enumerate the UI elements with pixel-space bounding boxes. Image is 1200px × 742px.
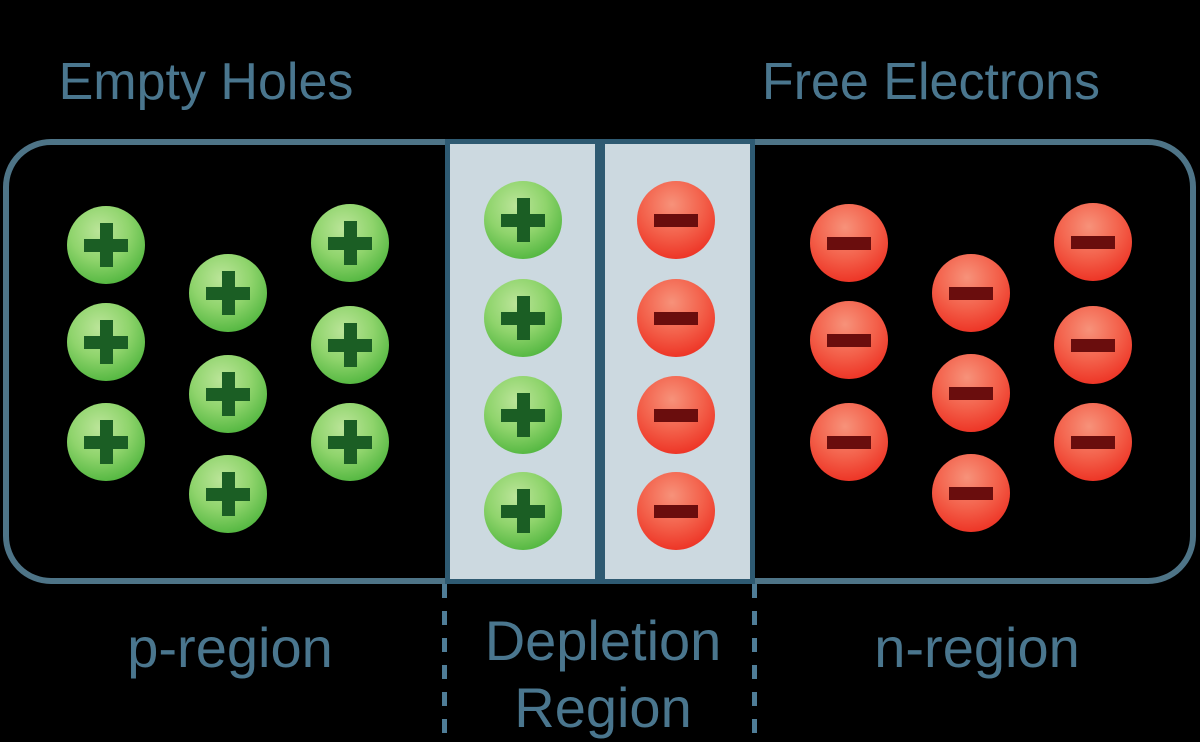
- plus-icon: [328, 221, 372, 265]
- symbol-bar: [99, 320, 113, 364]
- hole-particle: [67, 403, 145, 481]
- symbol-bar: [949, 486, 993, 500]
- electron-particle: [932, 354, 1010, 432]
- symbol-bar: [827, 236, 871, 250]
- plus-icon: [328, 323, 372, 367]
- plus-icon: [328, 420, 372, 464]
- hole-particle: [311, 204, 389, 282]
- symbol-bar: [99, 223, 113, 267]
- minus-icon: [827, 318, 871, 362]
- symbol-bar: [654, 311, 698, 325]
- label-empty-holes: Empty Holes: [58, 53, 354, 111]
- electron-particle: [810, 301, 888, 379]
- symbol-bar: [827, 435, 871, 449]
- symbol-bar: [1071, 435, 1115, 449]
- minus-icon: [949, 471, 993, 515]
- electron-particle: [637, 181, 715, 259]
- symbol-bar: [654, 213, 698, 227]
- hole-particle: [67, 303, 145, 381]
- plus-icon: [206, 472, 250, 516]
- minus-icon: [654, 489, 698, 533]
- electron-particle: [932, 254, 1010, 332]
- depletion-boundary-left-dashed-line: [442, 584, 447, 738]
- symbol-bar: [1071, 235, 1115, 249]
- symbol-bar: [516, 489, 530, 533]
- hole-particle: [311, 403, 389, 481]
- hole-particle: [484, 472, 562, 550]
- symbol-bar: [516, 296, 530, 340]
- electron-particle: [810, 403, 888, 481]
- symbol-bar: [343, 221, 357, 265]
- minus-icon: [949, 271, 993, 315]
- symbol-bar: [654, 408, 698, 422]
- hole-particle: [67, 206, 145, 284]
- symbol-bar: [827, 333, 871, 347]
- minus-icon: [1071, 420, 1115, 464]
- depletion-boundary-right-dashed-line: [752, 584, 757, 738]
- symbol-bar: [516, 393, 530, 437]
- hole-particle: [311, 306, 389, 384]
- minus-icon: [827, 221, 871, 265]
- electron-particle: [932, 454, 1010, 532]
- minus-icon: [654, 198, 698, 242]
- plus-icon: [84, 320, 128, 364]
- symbol-bar: [516, 198, 530, 242]
- symbol-bar: [221, 372, 235, 416]
- minus-icon: [1071, 220, 1115, 264]
- hole-particle: [484, 279, 562, 357]
- plus-icon: [501, 489, 545, 533]
- electron-particle: [1054, 403, 1132, 481]
- plus-icon: [84, 223, 128, 267]
- minus-icon: [654, 393, 698, 437]
- label-depletion-line1: Depletion: [484, 609, 722, 672]
- plus-icon: [501, 296, 545, 340]
- hole-particle: [189, 254, 267, 332]
- symbol-bar: [949, 386, 993, 400]
- symbol-bar: [99, 420, 113, 464]
- electron-particle: [1054, 203, 1132, 281]
- plus-icon: [501, 198, 545, 242]
- label-free-electrons: Free Electrons: [761, 53, 1101, 111]
- symbol-bar: [221, 271, 235, 315]
- minus-icon: [654, 296, 698, 340]
- hole-particle: [484, 181, 562, 259]
- symbol-bar: [1071, 338, 1115, 352]
- electron-particle: [637, 472, 715, 550]
- electron-particle: [810, 204, 888, 282]
- label-depletion-region: Depletion Region: [485, 607, 722, 741]
- label-depletion-line2: Region: [514, 676, 692, 739]
- minus-icon: [949, 371, 993, 415]
- symbol-bar: [343, 420, 357, 464]
- minus-icon: [827, 420, 871, 464]
- electron-particle: [637, 376, 715, 454]
- symbol-bar: [343, 323, 357, 367]
- plus-icon: [206, 372, 250, 416]
- plus-icon: [501, 393, 545, 437]
- electron-particle: [637, 279, 715, 357]
- plus-icon: [84, 420, 128, 464]
- symbol-bar: [949, 286, 993, 300]
- label-n-region: n-region: [874, 616, 1080, 679]
- electron-particle: [1054, 306, 1132, 384]
- minus-icon: [1071, 323, 1115, 367]
- plus-icon: [206, 271, 250, 315]
- hole-particle: [189, 455, 267, 533]
- hole-particle: [189, 355, 267, 433]
- symbol-bar: [221, 472, 235, 516]
- symbol-bar: [654, 504, 698, 518]
- hole-particle: [484, 376, 562, 454]
- label-p-region: p-region: [127, 616, 333, 679]
